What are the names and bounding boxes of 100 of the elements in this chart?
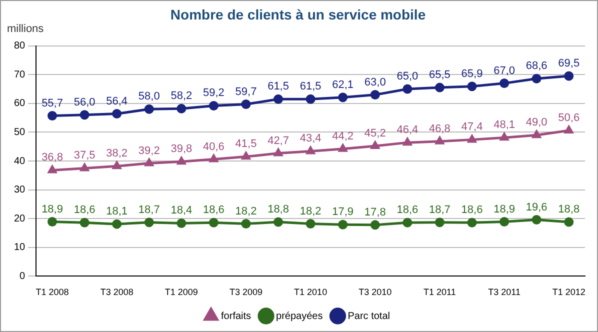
point — [402, 84, 412, 94]
data-label: 65,5 — [429, 69, 450, 82]
point — [80, 110, 90, 120]
point — [500, 217, 510, 227]
point — [500, 132, 509, 141]
x-tick-label: T1 2009 — [164, 287, 198, 298]
data-label: 46,8 — [429, 122, 450, 135]
x-tick-label: T3 2008 — [100, 287, 134, 298]
y-tick-label: 30 — [14, 184, 26, 196]
point — [370, 141, 380, 150]
data-label: 18,1 — [106, 206, 128, 218]
data-label: 41,5 — [235, 138, 257, 150]
x-tick-label: T3 2010 — [358, 287, 392, 298]
legend-label: Parc total — [348, 310, 390, 322]
data-label: 59,2 — [202, 87, 224, 100]
point — [176, 218, 186, 228]
data-label: 18,2 — [235, 205, 257, 218]
data-label: 18,8 — [558, 204, 580, 216]
point — [80, 163, 89, 172]
data-label: 39,2 — [138, 144, 160, 157]
y-tick-label: 80 — [14, 40, 26, 52]
point — [274, 217, 284, 227]
point — [112, 109, 122, 119]
x-tick-label: T3 2009 — [229, 287, 263, 298]
point — [112, 161, 122, 170]
data-label: 18,6 — [461, 204, 483, 216]
x-tick-label: T1 2010 — [294, 287, 328, 298]
data-label: 43,4 — [300, 132, 322, 145]
data-label: 63,0 — [364, 76, 386, 88]
data-label: 69,5 — [558, 58, 580, 70]
point — [434, 82, 444, 92]
point — [403, 138, 412, 146]
point — [306, 219, 316, 229]
data-label: 18,7 — [138, 204, 160, 216]
data-label: 59,7 — [235, 86, 257, 98]
data-label: 65,0 — [396, 70, 418, 83]
point — [468, 134, 476, 143]
point — [500, 78, 510, 88]
data-label: 46,4 — [396, 124, 418, 136]
data-label: 58,0 — [138, 90, 160, 103]
data-label: 68,6 — [526, 60, 548, 72]
data-label: 17,9 — [332, 206, 354, 218]
point — [144, 218, 154, 228]
y-tick-label: 50 — [14, 126, 26, 138]
point — [402, 218, 412, 228]
legend-label: prépayées — [276, 310, 323, 322]
point — [80, 218, 90, 228]
point — [370, 90, 380, 100]
point — [338, 92, 348, 102]
data-label: 56,4 — [106, 95, 128, 108]
point — [467, 82, 477, 92]
data-label: 55,7 — [42, 97, 63, 110]
data-label: 18,6 — [202, 204, 224, 216]
point — [532, 74, 542, 84]
point — [564, 71, 574, 81]
point — [338, 220, 348, 230]
legend-label: forfaits — [221, 310, 252, 322]
y-tick-label: 60 — [14, 98, 26, 110]
data-label: 42,7 — [268, 134, 289, 147]
point — [274, 94, 284, 104]
data-label: 50,6 — [558, 112, 580, 124]
point — [176, 104, 186, 114]
data-label: 37,5 — [74, 150, 96, 162]
point — [242, 152, 250, 160]
data-label: 18,6 — [74, 204, 96, 216]
data-label: 19,6 — [526, 201, 548, 214]
data-label: 36,8 — [42, 152, 63, 164]
point — [370, 220, 380, 230]
data-label: 18,2 — [300, 205, 322, 218]
point — [144, 104, 154, 114]
point — [306, 146, 315, 154]
data-label: 18,4 — [170, 204, 192, 217]
point — [241, 219, 251, 229]
point — [532, 130, 541, 138]
point — [274, 148, 283, 156]
y-tick-label: 70 — [14, 69, 26, 80]
point — [564, 126, 574, 134]
data-label: 58,2 — [170, 90, 192, 102]
data-label: 47,4 — [461, 121, 483, 134]
point — [306, 94, 316, 104]
x-tick-label: T3 2011 — [488, 287, 520, 298]
data-label: 62,1 — [332, 78, 354, 91]
data-label: 61,5 — [268, 80, 289, 93]
point — [48, 217, 58, 227]
point — [48, 165, 57, 174]
x-tick-label: T1 2012 — [552, 287, 586, 298]
data-label: 65,9 — [461, 68, 483, 80]
data-label: 67,0 — [494, 64, 515, 77]
data-label: 18,9 — [494, 203, 515, 216]
y-tick-label: 0 — [20, 270, 26, 282]
point — [467, 218, 477, 228]
data-label: 39,8 — [170, 143, 192, 156]
data-label: 56,0 — [74, 96, 96, 108]
point — [434, 218, 444, 228]
data-label: 38,2 — [106, 148, 128, 160]
data-label: 18,6 — [396, 204, 418, 216]
point — [208, 100, 218, 110]
point — [208, 218, 218, 228]
chart-title: Nombre de clients à un service mobile — [170, 6, 426, 22]
data-label: 49,0 — [526, 116, 548, 129]
